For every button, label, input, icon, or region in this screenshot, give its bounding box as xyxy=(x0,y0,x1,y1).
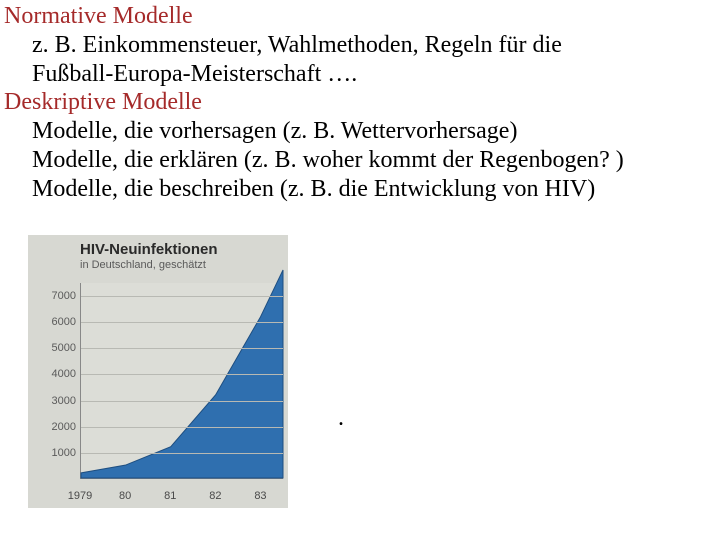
chart-ytick: 1000 xyxy=(36,447,76,459)
chart-gridline xyxy=(81,322,283,323)
heading-normative: Normative Modelle xyxy=(4,2,716,31)
chart-gridline xyxy=(81,374,283,375)
chart-ytick: 4000 xyxy=(36,368,76,380)
chart-xtick: 1979 xyxy=(68,490,92,502)
stray-period: . xyxy=(338,405,344,432)
chart-xtick: 82 xyxy=(209,490,221,502)
chart-xtick: 81 xyxy=(164,490,176,502)
deskriptive-line-1: Modelle, die vorhersagen (z. B. Wettervo… xyxy=(4,117,716,146)
chart-ytick: 3000 xyxy=(36,395,76,407)
chart-ytick: 7000 xyxy=(36,290,76,302)
chart-ytick: 6000 xyxy=(36,316,76,328)
deskriptive-line-3: Modelle, die beschreiben (z. B. die Entw… xyxy=(4,175,716,204)
normative-line-2: Fußball-Europa-Meisterschaft …. xyxy=(4,60,716,89)
chart-ytick: 2000 xyxy=(36,421,76,433)
chart-series xyxy=(81,283,283,478)
chart-gridline xyxy=(81,348,283,349)
chart-gridline xyxy=(81,296,283,297)
hiv-chart: HIV-Neuinfektionen in Deutschland, gesch… xyxy=(28,235,288,508)
chart-xtick: 83 xyxy=(254,490,266,502)
chart-subtitle: in Deutschland, geschätzt xyxy=(80,259,206,271)
normative-line-1: z. B. Einkommensteuer, Wahlmethoden, Reg… xyxy=(4,31,716,60)
slide-text: Normative Modelle z. B. Einkommensteuer,… xyxy=(4,2,716,204)
chart-plot-area xyxy=(80,283,283,479)
heading-deskriptive: Deskriptive Modelle xyxy=(4,88,716,117)
chart-title: HIV-Neuinfektionen xyxy=(80,241,218,258)
chart-gridline xyxy=(81,401,283,402)
chart-gridline xyxy=(81,427,283,428)
deskriptive-line-2: Modelle, die erklären (z. B. woher kommt… xyxy=(4,146,716,175)
chart-xtick: 80 xyxy=(119,490,131,502)
chart-gridline xyxy=(81,453,283,454)
chart-ytick: 5000 xyxy=(36,342,76,354)
